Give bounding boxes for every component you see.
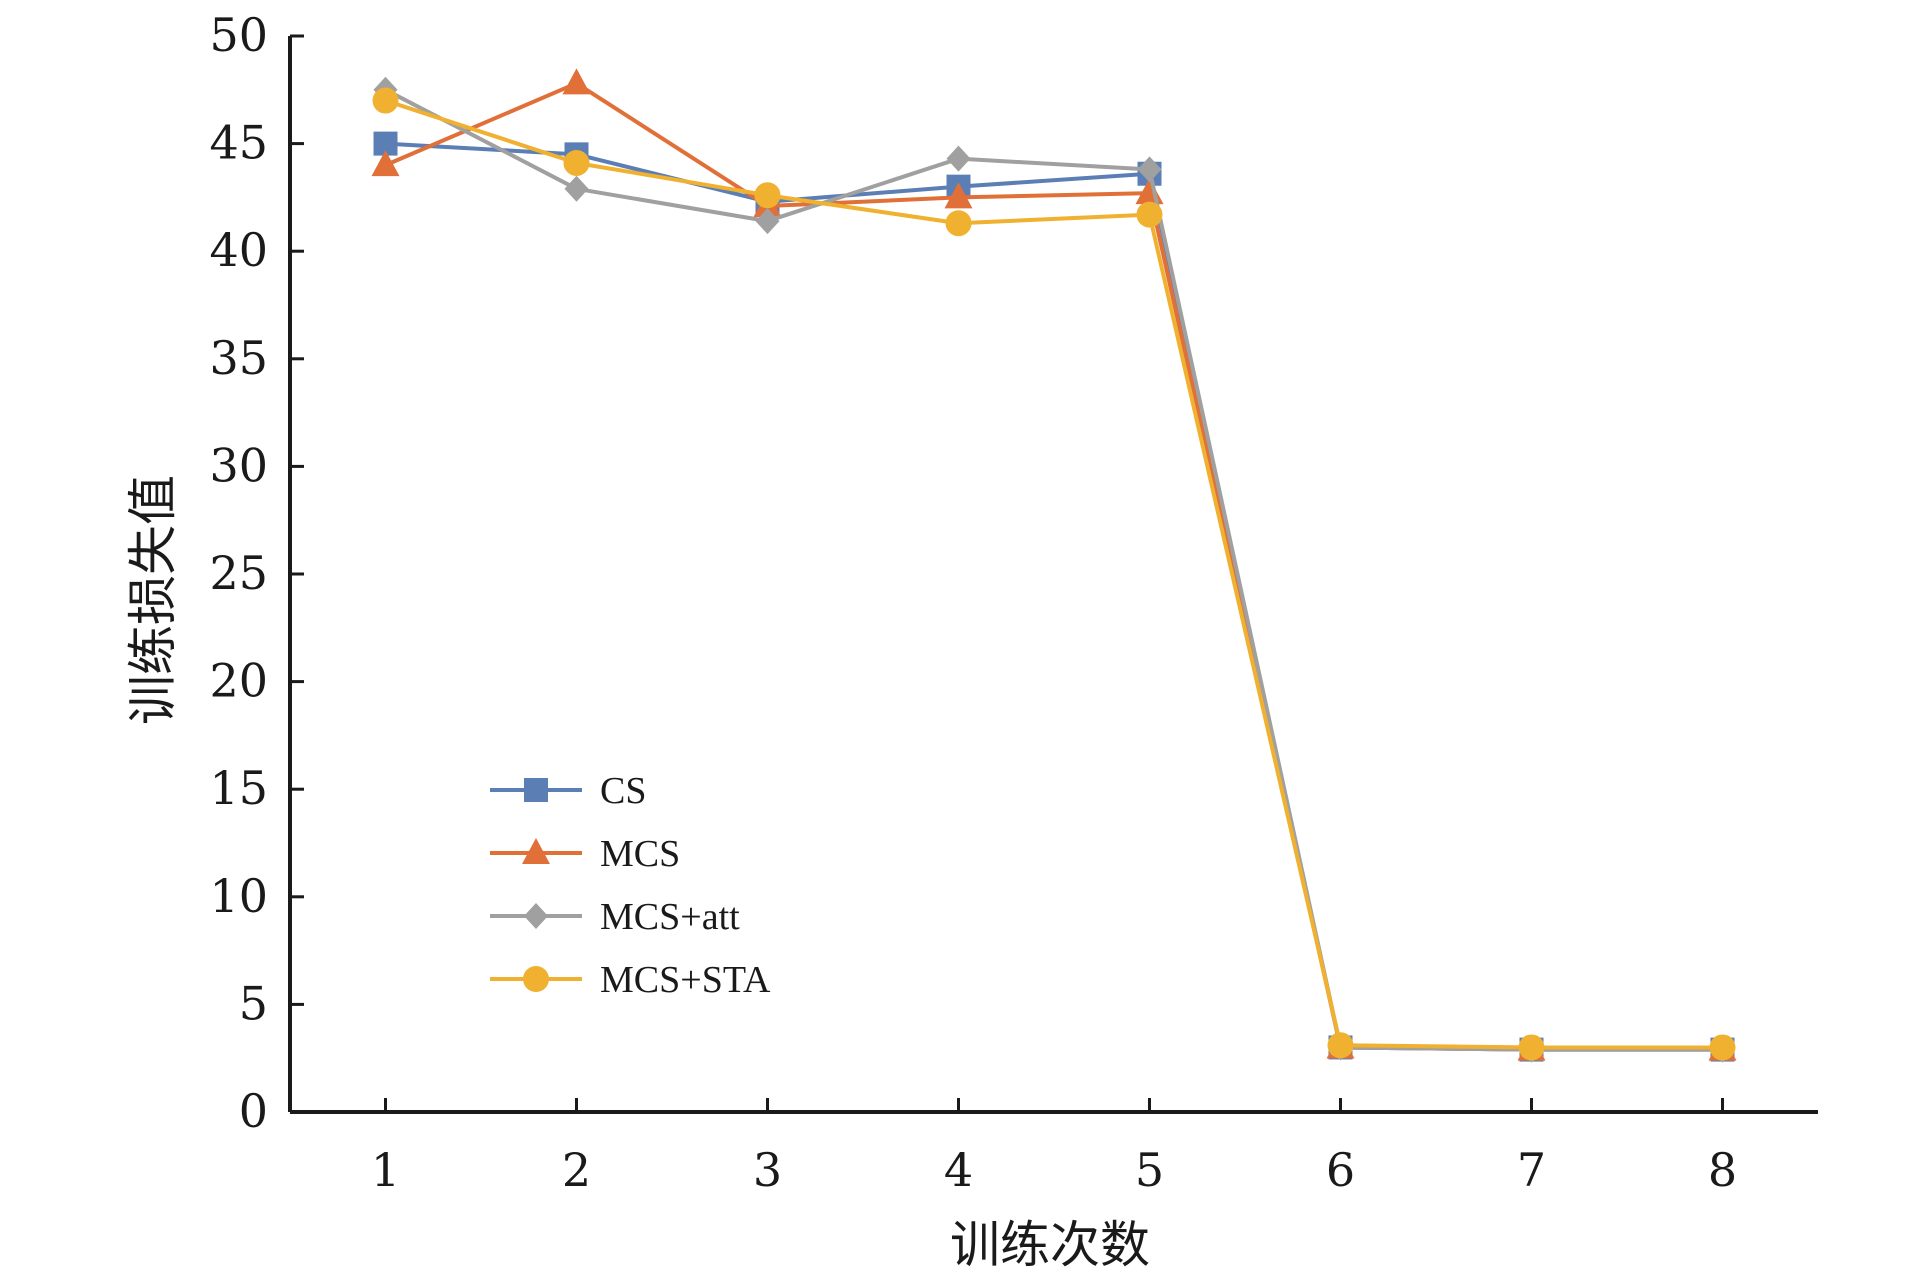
y-tick-label: 50: [209, 8, 268, 62]
data-point-mcs-sta: [1327, 1032, 1354, 1059]
legend: CS MCS MCS+att MCS+STA: [490, 770, 771, 1001]
data-point-mcs-sta: [754, 182, 781, 209]
legend-label: MCS: [600, 833, 680, 875]
y-tick-label: 0: [239, 1084, 268, 1138]
x-tick-label: 2: [562, 1143, 591, 1197]
legend-label: CS: [600, 770, 646, 812]
legend-swatch-marker: [522, 838, 550, 864]
y-tick-label: 15: [209, 761, 268, 815]
series-mcs-sta: [372, 87, 1736, 1061]
x-tick-label: 6: [1326, 1143, 1355, 1197]
x-tick-label: 5: [1135, 1143, 1164, 1197]
data-point-mcs: [371, 150, 400, 177]
data-point-mcs-sta: [1709, 1034, 1736, 1061]
data-point-mcs-att: [946, 145, 971, 172]
series-line-cs: [385, 141, 1723, 1052]
y-tick-label: 30: [209, 438, 268, 492]
series-layer: [371, 68, 1737, 1063]
data-point-mcs-att: [755, 208, 780, 235]
series-line-mcs-sta: [384, 98, 1723, 1050]
y-tick-label: 5: [239, 976, 268, 1030]
x-tick-label: 4: [944, 1143, 973, 1197]
y-axis-title: 训练损失值: [124, 475, 182, 725]
legend-item-cs: CS: [490, 770, 646, 812]
series-cs: [373, 131, 1735, 1062]
data-point-mcs: [562, 68, 591, 95]
data-point-mcs: [944, 182, 973, 209]
series-line-mcs: [384, 81, 1723, 1052]
data-point-mcs-sta: [945, 210, 972, 237]
data-point-mcs-sta: [372, 87, 399, 114]
legend-swatch-marker: [523, 966, 549, 992]
x-tick-label: 3: [753, 1143, 782, 1197]
x-tick-label: 7: [1517, 1143, 1546, 1197]
y-tick-label: 10: [209, 869, 268, 923]
data-point-mcs-att: [1137, 156, 1162, 183]
legend-label: MCS+att: [600, 896, 740, 938]
x-tick-label: 8: [1708, 1143, 1737, 1197]
y-tick-label: 45: [209, 116, 268, 170]
y-tick-label: 40: [209, 223, 268, 277]
y-tick-label: 25: [209, 546, 268, 600]
legend-item-mcs: MCS: [490, 833, 680, 875]
data-point-mcs-sta: [563, 149, 590, 176]
legend-item-mcs-sta: MCS+STA: [490, 959, 771, 1001]
y-tick-label: 35: [209, 331, 268, 385]
series-line-mcs-att: [384, 88, 1723, 1052]
x-tick-label: 1: [371, 1143, 400, 1197]
data-point-mcs-sta: [1136, 201, 1163, 228]
legend-item-mcs-att: MCS+att: [490, 896, 740, 938]
x-axis-title: 训练次数: [950, 1216, 1150, 1274]
y-tick-label: 20: [209, 654, 268, 708]
legend-label: MCS+STA: [600, 959, 771, 1001]
data-point-mcs-att: [564, 175, 589, 202]
legend-swatch-marker: [524, 778, 548, 802]
data-point-mcs-sta: [1518, 1034, 1545, 1061]
legend-swatch-marker: [524, 903, 548, 929]
